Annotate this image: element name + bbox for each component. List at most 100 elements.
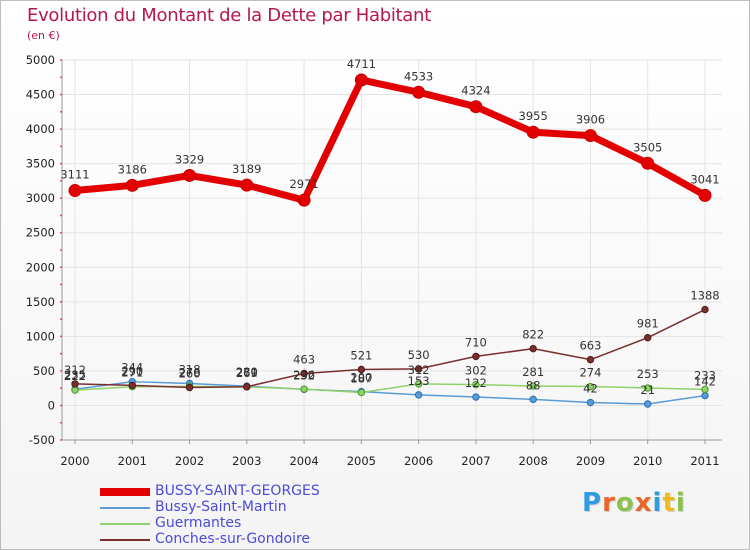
data-label: 663	[579, 339, 601, 353]
y-minor-tick	[60, 387, 62, 390]
y-minor-tick	[60, 197, 62, 200]
data-label: 3955	[519, 109, 548, 123]
data-point	[125, 178, 139, 192]
y-minor-tick	[60, 110, 62, 113]
data-label: 4533	[404, 69, 433, 83]
x-tick-label: 2003	[232, 454, 261, 468]
data-point	[529, 344, 537, 353]
legend-label: Bussy-Saint-Martin	[155, 499, 287, 515]
data-point	[583, 129, 597, 143]
data-point	[412, 85, 426, 99]
data-point	[701, 305, 709, 314]
x-tick-label: 2008	[519, 454, 548, 468]
y-tick-label: 5000	[26, 53, 55, 67]
chart-subtitle: (en €)	[27, 29, 60, 42]
y-tick-label: 4000	[26, 122, 55, 136]
y-minor-tick	[60, 249, 62, 251]
data-label: 271	[121, 366, 143, 380]
data-label: 42	[583, 382, 598, 396]
data-label: 232	[293, 368, 315, 382]
data-label: 2971	[289, 177, 318, 191]
legend-swatch	[100, 507, 150, 509]
data-label: 3041	[690, 172, 719, 186]
data-point	[586, 355, 595, 364]
data-point	[526, 125, 540, 139]
data-label: 312	[64, 363, 86, 377]
logo-letter: o	[615, 488, 635, 518]
y-tick-label: 1000	[26, 329, 55, 343]
data-label: 200	[350, 371, 372, 385]
data-point	[472, 393, 480, 401]
data-point	[300, 385, 308, 393]
data-point	[469, 100, 483, 114]
y-minor-tick	[60, 421, 62, 424]
data-label: 521	[350, 348, 372, 362]
data-point	[644, 400, 652, 408]
data-point	[185, 383, 194, 392]
y-tick-label: -500	[29, 433, 55, 447]
data-point	[698, 188, 712, 202]
data-point	[529, 395, 537, 404]
y-minor-tick	[60, 180, 62, 182]
x-tick-label: 2001	[118, 454, 147, 468]
series-line-2	[74, 383, 706, 394]
data-label: 235	[64, 368, 86, 382]
data-label: 3505	[633, 140, 662, 154]
y-minor-tick	[60, 93, 62, 96]
legend-label: BUSSY-SAINT-GEORGES	[155, 483, 320, 499]
y-tick-label: 4500	[26, 88, 55, 102]
data-label: 142	[694, 375, 716, 389]
data-label: 281	[522, 365, 544, 379]
chart-title: Evolution du Montant de la Dette par Hab…	[27, 5, 431, 26]
x-tick-label: 2000	[60, 454, 89, 468]
data-point	[701, 385, 709, 394]
data-point	[71, 386, 79, 394]
y-minor-tick	[60, 266, 62, 269]
data-point	[243, 383, 251, 391]
series-line-3	[74, 308, 706, 389]
data-label: 153	[408, 374, 430, 388]
series-line-1	[74, 380, 706, 405]
y-minor-tick	[60, 352, 62, 355]
y-tick-label: 0	[48, 398, 55, 412]
y-minor-tick	[60, 300, 62, 303]
data-label: 463	[293, 352, 315, 366]
y-minor-tick	[60, 404, 62, 407]
y-minor-tick	[60, 76, 62, 79]
y-minor-tick	[60, 318, 62, 320]
x-tick-label: 2005	[347, 454, 376, 468]
data-point	[414, 380, 423, 388]
data-point	[701, 391, 709, 400]
data-label: 1388	[690, 289, 719, 303]
data-label: 3189	[232, 162, 261, 176]
x-tick-label: 2010	[633, 454, 662, 468]
data-label: 276	[179, 365, 201, 379]
data-point	[240, 178, 254, 192]
data-label: 302	[465, 364, 487, 378]
data-point	[297, 193, 311, 207]
y-minor-tick	[60, 335, 62, 338]
y-tick-label: 500	[33, 364, 55, 378]
x-tick-label: 2011	[690, 454, 719, 468]
y-tick-label: 2000	[26, 260, 55, 274]
data-label: 269	[236, 366, 258, 380]
logo-letter: r	[602, 488, 616, 518]
data-point	[414, 391, 423, 399]
data-point	[354, 73, 368, 87]
data-label: 236	[293, 368, 315, 382]
y-tick-label: 1500	[26, 295, 55, 309]
data-point	[641, 156, 655, 170]
y-minor-tick	[60, 145, 62, 148]
x-tick-label: 2007	[461, 454, 490, 468]
x-tick-label: 2002	[175, 454, 204, 468]
data-label: 260	[179, 366, 201, 380]
data-label: 822	[522, 328, 544, 342]
data-label: 318	[179, 362, 201, 376]
y-minor-tick	[60, 439, 62, 441]
data-label: 280	[236, 365, 258, 379]
data-label: 253	[637, 367, 659, 381]
x-tick-label: 2009	[576, 454, 605, 468]
data-point	[586, 382, 595, 391]
data-point	[586, 398, 595, 407]
